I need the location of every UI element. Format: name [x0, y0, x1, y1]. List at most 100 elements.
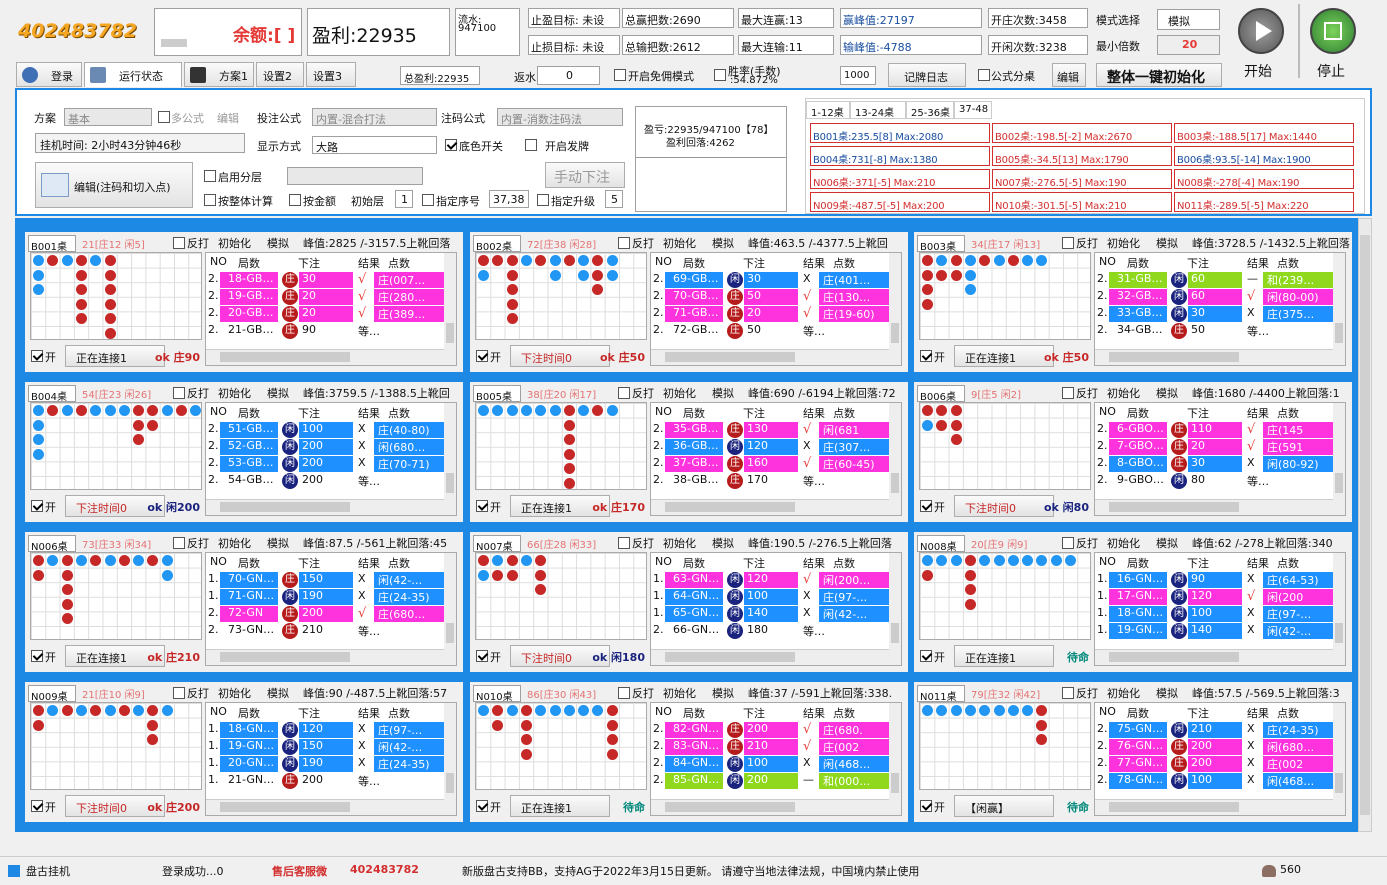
status-button[interactable]: 正在连接1 — [954, 345, 1054, 367]
table-name: N010桌 — [476, 692, 513, 703]
summary-tab[interactable]: 37-48 — [954, 101, 992, 119]
edit-stake-button[interactable]: 编辑(注码和切入点) — [35, 162, 193, 208]
status-button[interactable]: 下注时间0 — [510, 345, 610, 367]
tab[interactable]: 方案1 — [184, 62, 254, 87]
turnover-box: 流水: 947100 — [455, 8, 520, 56]
column-header: 局数 — [1127, 257, 1149, 270]
checkbox[interactable] — [920, 650, 932, 662]
checkbox[interactable] — [173, 537, 185, 549]
status-button[interactable]: 正在连接1 — [510, 795, 610, 817]
checkbox[interactable] — [445, 139, 457, 151]
checkbox[interactable] — [173, 387, 185, 399]
checkbox[interactable] — [920, 500, 932, 512]
bet-formula-select[interactable]: 内置-混合打法 — [312, 108, 437, 126]
index-box[interactable]: 37,38 — [489, 190, 529, 208]
init-all-button[interactable]: 整体一键初始化 — [1096, 63, 1222, 87]
round: 73-GN… — [228, 623, 275, 636]
checkbox[interactable] — [614, 69, 626, 81]
checkbox[interactable] — [618, 537, 630, 549]
status-button[interactable]: 下注时间0 — [65, 795, 165, 817]
row-no: 2. — [1097, 439, 1108, 452]
hands-input[interactable]: 1000 — [840, 66, 876, 85]
points: 庄(002 — [1263, 756, 1333, 772]
bead — [47, 255, 59, 266]
bead — [592, 284, 604, 296]
checkbox[interactable] — [476, 650, 488, 662]
checkbox[interactable] — [31, 800, 43, 812]
h-scroll-thumb — [220, 352, 350, 362]
row-no: 2. — [208, 422, 219, 435]
status-button[interactable]: 正在连接1 — [65, 345, 165, 367]
layer-select[interactable] — [287, 167, 423, 185]
reverse-label: 反打 — [632, 537, 654, 550]
checkbox[interactable] — [204, 194, 216, 206]
amount: 200 — [299, 456, 353, 472]
checkbox[interactable] — [714, 69, 726, 81]
checkbox[interactable] — [1062, 687, 1074, 699]
checkbox[interactable] — [31, 350, 43, 362]
checkbox[interactable] — [173, 237, 185, 249]
summary-tab[interactable]: 1-12桌 — [806, 101, 850, 119]
bead — [75, 405, 87, 416]
column-header: 结果 — [803, 257, 825, 270]
upgrade-box[interactable]: 5 — [605, 190, 623, 208]
manual-button[interactable]: 手动下注 — [545, 162, 625, 188]
status-button[interactable]: 下注时间0 — [65, 495, 165, 517]
tab[interactable]: 登录 — [16, 62, 82, 87]
checkbox[interactable] — [476, 500, 488, 512]
result: X — [1247, 456, 1255, 469]
checkbox[interactable] — [1062, 237, 1074, 249]
checkbox[interactable] — [525, 139, 537, 151]
plan-select[interactable]: 基本 — [64, 108, 152, 126]
bet-info: 待命 — [1067, 801, 1089, 814]
status-button[interactable]: 正在连接1 — [510, 495, 610, 517]
table-name: N008桌 — [920, 542, 957, 553]
result: X — [1247, 756, 1255, 769]
mode-select[interactable]: 模拟 — [1157, 9, 1220, 30]
edit-button[interactable]: 编辑 — [1052, 63, 1086, 87]
checkbox[interactable] — [618, 387, 630, 399]
table-name: N006桌 — [31, 542, 68, 553]
checkbox[interactable] — [1062, 537, 1074, 549]
result: X — [358, 439, 366, 452]
start-button[interactable] — [1238, 8, 1284, 54]
checkbox[interactable] — [978, 69, 990, 81]
summary-tab[interactable]: 25-36桌 — [906, 101, 954, 119]
tab[interactable]: 设置2 — [256, 62, 304, 87]
status-button[interactable]: 下注时间0 — [510, 645, 610, 667]
amount: 30 — [1188, 306, 1242, 322]
status-button[interactable]: 正在连接1 — [954, 645, 1054, 667]
checkbox[interactable] — [618, 687, 630, 699]
summary-tab[interactable]: 13-24桌 — [850, 101, 906, 119]
checkbox[interactable] — [537, 194, 549, 206]
checkbox[interactable] — [31, 500, 43, 512]
tab[interactable]: 运行状态 — [84, 62, 182, 87]
stop-button[interactable] — [1310, 8, 1356, 54]
checkbox[interactable] — [173, 687, 185, 699]
tab[interactable]: 设置3 — [306, 62, 356, 87]
checkbox[interactable] — [920, 800, 932, 812]
checkbox[interactable] — [1062, 387, 1074, 399]
status-button[interactable]: 下注时间0 — [954, 495, 1054, 517]
rebate-input[interactable]: 0 — [537, 66, 600, 85]
checkbox[interactable] — [158, 111, 170, 123]
status-button[interactable]: 【闲赢】 — [954, 795, 1054, 817]
v-scroll-thumb — [891, 473, 899, 493]
checkbox[interactable] — [618, 237, 630, 249]
points: 庄(401… — [819, 272, 889, 288]
init-layer-box[interactable]: 1 — [395, 190, 413, 208]
row-no: 2. — [1097, 756, 1108, 769]
log-button[interactable]: 记牌日志 — [888, 63, 966, 87]
checkbox[interactable] — [289, 194, 301, 206]
status-button[interactable]: 正在连接1 — [65, 645, 165, 667]
display-select[interactable]: 大路 — [312, 136, 437, 154]
checkbox[interactable] — [476, 800, 488, 812]
checkbox[interactable] — [476, 350, 488, 362]
stake-formula-select[interactable]: 内置-消数注码法 — [497, 108, 623, 126]
checkbox[interactable] — [920, 350, 932, 362]
v-scrollbar — [1333, 703, 1345, 815]
checkbox[interactable] — [204, 170, 216, 182]
checkbox[interactable] — [422, 194, 434, 206]
bet-icon: 庄 — [727, 722, 743, 738]
checkbox[interactable] — [31, 650, 43, 662]
